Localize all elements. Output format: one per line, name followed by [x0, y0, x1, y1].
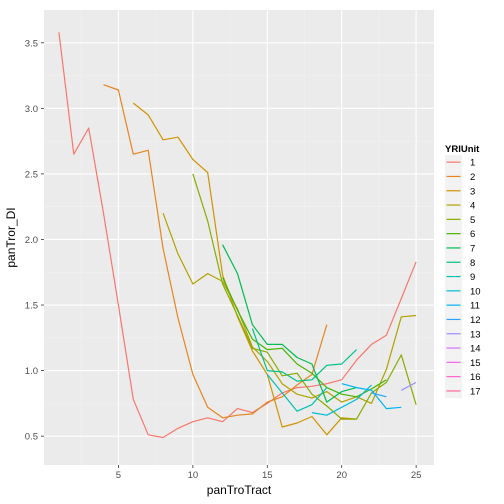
legend-label-8: 8 [470, 258, 475, 269]
series-line-10 [311, 384, 372, 416]
plot-panel [44, 10, 434, 465]
legend-label-1: 1 [470, 158, 475, 169]
legend-label-14: 14 [470, 344, 481, 355]
y-tick-label: 2.5 [25, 169, 38, 180]
series-line-12 [371, 392, 387, 398]
legend-label-16: 16 [470, 372, 481, 383]
x-axis-ticks: 5 10 15 20 25 [116, 465, 422, 481]
y-tick-label: 3.5 [25, 38, 38, 49]
series-line-13 [401, 381, 417, 391]
major-gridlines [44, 10, 434, 465]
series-line-4 [162, 212, 417, 404]
y-tick-label: 1.5 [25, 301, 38, 312]
legend-label-17: 17 [470, 386, 481, 397]
legend-label-10: 10 [470, 286, 481, 297]
y-axis-title: panTror_DI [4, 207, 18, 267]
series-line-6 [222, 277, 387, 398]
y-axis-ticks: 0.5 1.0 1.5 2.0 2.5 3.0 3.5 [25, 38, 44, 443]
y-tick-label: 2.0 [25, 235, 38, 246]
legend-title: YRIUnit [445, 144, 480, 155]
legend-label-11: 11 [470, 301, 480, 312]
series-line-2 [103, 84, 328, 419]
series-lines [58, 32, 417, 439]
legend-label-6: 6 [470, 229, 475, 240]
x-tick-label: 5 [116, 470, 121, 481]
series-line-7 [222, 244, 357, 403]
series-line-1 [58, 32, 417, 439]
legend-label-5: 5 [470, 215, 475, 226]
legend-label-12: 12 [470, 315, 481, 326]
legend-label-2: 2 [470, 172, 475, 183]
x-tick-label: 10 [188, 470, 199, 481]
x-tick-label: 15 [262, 470, 273, 481]
y-tick-label: 3.0 [25, 104, 38, 115]
legend-label-4: 4 [470, 201, 475, 212]
series-line-3 [132, 102, 357, 436]
legend-label-13: 13 [470, 329, 481, 340]
minor-gridlines [44, 10, 434, 465]
y-tick-label: 0.5 [25, 432, 38, 443]
legend-label-15: 15 [470, 358, 481, 369]
series-line-5 [192, 173, 417, 420]
x-tick-label: 20 [336, 470, 347, 481]
legend-label-9: 9 [470, 272, 475, 283]
legend-label-3: 3 [470, 186, 475, 197]
x-tick-label: 25 [411, 470, 422, 481]
y-tick-label: 1.0 [25, 366, 38, 377]
series-line-9 [266, 374, 328, 412]
series-line-8 [251, 328, 358, 382]
series-line-11 [341, 383, 402, 410]
legend-label-7: 7 [470, 243, 475, 254]
x-axis-title: panTroTract [207, 483, 272, 497]
